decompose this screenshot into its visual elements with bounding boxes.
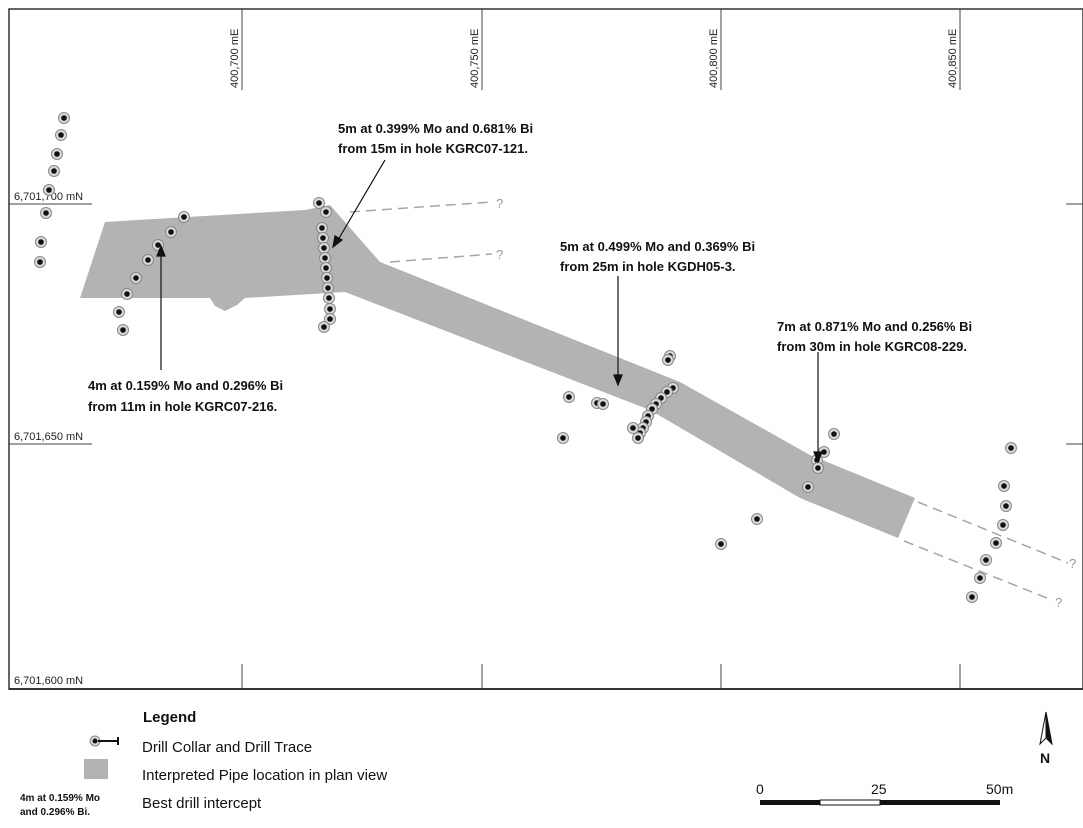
drill-collar bbox=[318, 242, 330, 254]
drill-collar bbox=[48, 165, 60, 177]
drill-collar bbox=[563, 391, 575, 403]
drill-collar bbox=[802, 481, 814, 493]
drill-collar bbox=[320, 206, 332, 218]
drill-collar bbox=[313, 197, 325, 209]
drill-collar bbox=[715, 538, 727, 550]
drill-collar bbox=[34, 256, 46, 268]
easting-label: 400,850 mE bbox=[947, 29, 959, 88]
drill-collar bbox=[751, 513, 763, 525]
drill-collar bbox=[812, 462, 824, 474]
drill-collar bbox=[1005, 442, 1017, 454]
drill-collar bbox=[319, 252, 331, 264]
drill-collar bbox=[597, 398, 609, 410]
drill-collar bbox=[323, 292, 335, 304]
interpreted-pipe-area bbox=[80, 205, 915, 538]
drill-collar bbox=[324, 303, 336, 315]
intercept-sample: and 0.296% Bi. bbox=[20, 807, 90, 818]
drill-collar bbox=[43, 184, 55, 196]
drill-collars bbox=[34, 112, 1017, 603]
drill-collar bbox=[51, 148, 63, 160]
drill-collar bbox=[142, 254, 154, 266]
drill-collar bbox=[35, 236, 47, 248]
legend: Legend Drill Collar and Drill Trace Inte… bbox=[20, 709, 387, 818]
drill-collar bbox=[321, 272, 333, 284]
question-mark: ? bbox=[1055, 595, 1062, 610]
scale-label: 0 bbox=[756, 781, 764, 797]
callout-line: from 15m in hole KGRC07-121. bbox=[338, 141, 528, 156]
callout-kgdh05-3: 5m at 0.499% Mo and 0.369% Bi from 25m i… bbox=[560, 239, 755, 274]
northing-label: 6,701,600 mN bbox=[14, 675, 83, 687]
drill-collar bbox=[828, 428, 840, 440]
drill-collar bbox=[980, 554, 992, 566]
callout-arrows bbox=[156, 159, 823, 464]
drill-collar bbox=[322, 282, 334, 294]
drill-collar bbox=[966, 591, 978, 603]
callout-line: 4m at 0.159% Mo and 0.296% Bi bbox=[88, 378, 283, 393]
question-mark: ? bbox=[1069, 556, 1076, 571]
projected-traces bbox=[349, 201, 1069, 601]
drill-collar bbox=[165, 226, 177, 238]
northing-label: 6,701,650 mN bbox=[14, 431, 83, 443]
scale-label: 50m bbox=[986, 781, 1013, 797]
callout-line: from 30m in hole KGRC08-229. bbox=[777, 339, 967, 354]
easting-label: 400,700 mE bbox=[229, 29, 241, 88]
easting-label: 400,750 mE bbox=[469, 29, 481, 88]
drill-collar-symbol bbox=[89, 735, 119, 747]
drill-collar bbox=[997, 519, 1009, 531]
callout-line: 5m at 0.399% Mo and 0.681% Bi bbox=[338, 121, 533, 136]
drill-collar bbox=[121, 288, 133, 300]
callout-line: 5m at 0.499% Mo and 0.369% Bi bbox=[560, 239, 755, 254]
callout-line: 7m at 0.871% Mo and 0.256% Bi bbox=[777, 319, 972, 334]
drill-collar bbox=[316, 222, 328, 234]
callout-216: 4m at 0.159% Mo and 0.296% Bi from 11m i… bbox=[88, 378, 283, 414]
intercept-sample: 4m at 0.159% Mo bbox=[20, 793, 100, 804]
legend-drill-label: Drill Collar and Drill Trace bbox=[142, 739, 312, 756]
north-arrow-icon: N bbox=[1039, 711, 1053, 766]
drill-collar bbox=[324, 313, 336, 325]
drill-collar bbox=[627, 422, 639, 434]
scale-label: 25 bbox=[871, 781, 887, 797]
legend-pipe-label: Interpreted Pipe location in plan view bbox=[142, 767, 387, 784]
drill-collar bbox=[632, 432, 644, 444]
drill-collar bbox=[113, 306, 125, 318]
drill-collar bbox=[317, 232, 329, 244]
drill-collar bbox=[320, 262, 332, 274]
easting-grid: 400,700 mE 400,750 mE 400,800 mE 400,850… bbox=[229, 9, 961, 689]
legend-title: Legend bbox=[143, 709, 196, 726]
drill-collar bbox=[55, 129, 67, 141]
drill-collar bbox=[998, 480, 1010, 492]
callout-229: 7m at 0.871% Mo and 0.256% Bi from 30m i… bbox=[777, 319, 972, 354]
drill-collar bbox=[990, 537, 1002, 549]
question-mark: ? bbox=[496, 247, 503, 262]
drill-collar bbox=[1000, 500, 1012, 512]
drill-collar bbox=[178, 211, 190, 223]
drill-collar bbox=[974, 572, 986, 584]
question-mark: ? bbox=[496, 196, 503, 211]
easting-label: 400,800 mE bbox=[708, 29, 720, 88]
pipe-swatch bbox=[84, 759, 108, 779]
drill-collar bbox=[130, 272, 142, 284]
drill-collar bbox=[58, 112, 70, 124]
legend-intercept-label: Best drill intercept bbox=[142, 795, 262, 812]
callout-line: from 11m in hole KGRC07-216. bbox=[88, 399, 277, 414]
question-marks: ? ? ? ? bbox=[496, 196, 1076, 610]
callout-121: 5m at 0.399% Mo and 0.681% Bi from 15m i… bbox=[338, 121, 533, 156]
drill-collar bbox=[557, 432, 569, 444]
scale-bar: 0 25 50m bbox=[756, 781, 1013, 806]
drill-collar bbox=[117, 324, 129, 336]
drill-collar bbox=[318, 321, 330, 333]
callout-line: from 25m in hole KGDH05-3. bbox=[560, 259, 736, 274]
northing-label: 6,701,700 mN bbox=[14, 191, 83, 203]
northing-grid: 6,701,700 mN 6,701,650 mN 6,701,600 mN bbox=[9, 191, 1083, 687]
drill-collar bbox=[662, 354, 674, 366]
drill-collar bbox=[40, 207, 52, 219]
north-label: N bbox=[1040, 750, 1050, 766]
